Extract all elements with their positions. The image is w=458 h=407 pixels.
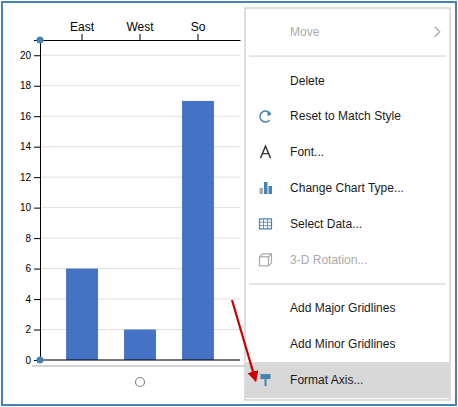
outer-frame xyxy=(2,2,456,405)
icon-part xyxy=(261,146,271,158)
x-tick: So xyxy=(191,20,206,40)
menu-item-label: Move xyxy=(290,25,320,39)
y-tick-mark xyxy=(34,86,40,87)
icon-part xyxy=(260,219,272,229)
y-tick: 12 xyxy=(20,172,40,183)
x-tick-label: East xyxy=(70,20,95,34)
icon-part xyxy=(260,219,272,229)
menu-item-label: Add Minor Gridlines xyxy=(290,337,395,351)
bar xyxy=(124,330,156,360)
menu-separator xyxy=(249,284,446,285)
y-tick-label: 2 xyxy=(25,324,31,335)
menu-separator xyxy=(249,56,446,57)
x-axis: East West So xyxy=(41,20,241,41)
x-tick-label: So xyxy=(191,20,206,34)
icon-part xyxy=(260,257,269,266)
bar xyxy=(182,101,214,360)
grid-line xyxy=(40,85,240,86)
y-tick-label: 4 xyxy=(25,294,31,305)
y-tick-mark xyxy=(34,147,40,148)
bars xyxy=(66,101,214,360)
context-menu: Move Delete Reset to Match Style Font... Cha… xyxy=(245,8,450,400)
x-tick: East xyxy=(70,20,95,40)
menu-item-label: Font... xyxy=(290,145,324,159)
menu-icon xyxy=(260,111,272,122)
menu-item-label: Delete xyxy=(290,74,325,88)
menu-icon xyxy=(261,374,271,386)
y-axis: 0 2 4 6 8 10 12 14 16 18 20 xyxy=(20,41,41,366)
icon-part xyxy=(264,182,268,194)
y-tick: 2 xyxy=(25,324,40,335)
menu-icon xyxy=(260,182,273,194)
icon-part xyxy=(265,379,267,386)
chart-canvas: 0 2 4 6 8 10 12 14 16 18 20 East West So Move Delete Res… xyxy=(0,0,458,407)
menu-item-label: Add Major Gridlines xyxy=(290,301,395,315)
y-tick-mark xyxy=(34,269,40,270)
y-tick-label: 8 xyxy=(25,233,31,244)
menu-highlight xyxy=(246,362,450,398)
y-tick-label: 10 xyxy=(20,202,32,213)
menu-icon xyxy=(260,219,272,229)
y-tick: 18 xyxy=(20,80,40,91)
icon-part xyxy=(269,186,273,194)
menu-icon xyxy=(261,146,271,158)
submenu-arrow xyxy=(435,27,440,37)
menu-item-label: Format Axis... xyxy=(290,373,363,387)
x-tick-mark xyxy=(197,34,198,40)
icon-part xyxy=(260,188,264,194)
y-tick-label: 12 xyxy=(20,172,32,183)
y-tick: 14 xyxy=(20,141,40,152)
menu-panel xyxy=(245,8,450,400)
x-tick-label: West xyxy=(126,20,154,34)
extended-line xyxy=(32,366,248,367)
y-tick-label: 18 xyxy=(20,80,32,91)
y-tick: 16 xyxy=(20,111,40,122)
icon-part xyxy=(268,111,272,116)
y-tick-mark xyxy=(34,177,40,178)
y-tick-mark xyxy=(34,299,40,300)
y-tick: 8 xyxy=(25,233,40,244)
pointer-arrow xyxy=(232,300,256,380)
icon-part xyxy=(261,374,271,379)
grid xyxy=(40,55,240,360)
menu-icon xyxy=(260,254,272,266)
menu-item-label: Reset to Match Style xyxy=(290,109,401,123)
icon-part xyxy=(260,111,271,122)
y-tick-label: 0 xyxy=(25,355,31,366)
y-tick-label: 14 xyxy=(20,141,32,152)
y-tick: 20 xyxy=(20,50,40,61)
y-tick-mark xyxy=(34,116,40,117)
baseline xyxy=(40,360,240,361)
y-tick-mark xyxy=(34,208,40,209)
grid-line xyxy=(40,360,240,361)
x-tick-mark xyxy=(140,34,141,40)
y-tick-mark xyxy=(34,330,40,331)
bar xyxy=(66,269,98,360)
y-axis-line xyxy=(34,41,41,361)
x-tick-mark xyxy=(82,34,83,40)
y-tick: 6 xyxy=(25,263,40,274)
grid-line xyxy=(40,55,240,56)
y-tick: 4 xyxy=(25,294,40,305)
menu-item-label: 3-D Rotation... xyxy=(290,253,367,267)
y-tick: 10 xyxy=(20,202,40,213)
y-tick-label: 20 xyxy=(20,50,32,61)
menu-item-label: Change Chart Type... xyxy=(290,181,404,195)
selection-handle xyxy=(136,378,145,387)
menu-item-label: Select Data... xyxy=(290,217,362,231)
x-tick: West xyxy=(126,20,154,40)
x-axis-line xyxy=(41,40,241,41)
y-tick-label: 16 xyxy=(20,111,32,122)
y-tick-label: 6 xyxy=(25,263,31,274)
selection-handle xyxy=(37,37,44,44)
y-tick-mark xyxy=(34,55,40,56)
icon-part xyxy=(260,254,272,266)
selection-handle xyxy=(37,357,44,364)
y-tick-mark xyxy=(34,238,40,239)
